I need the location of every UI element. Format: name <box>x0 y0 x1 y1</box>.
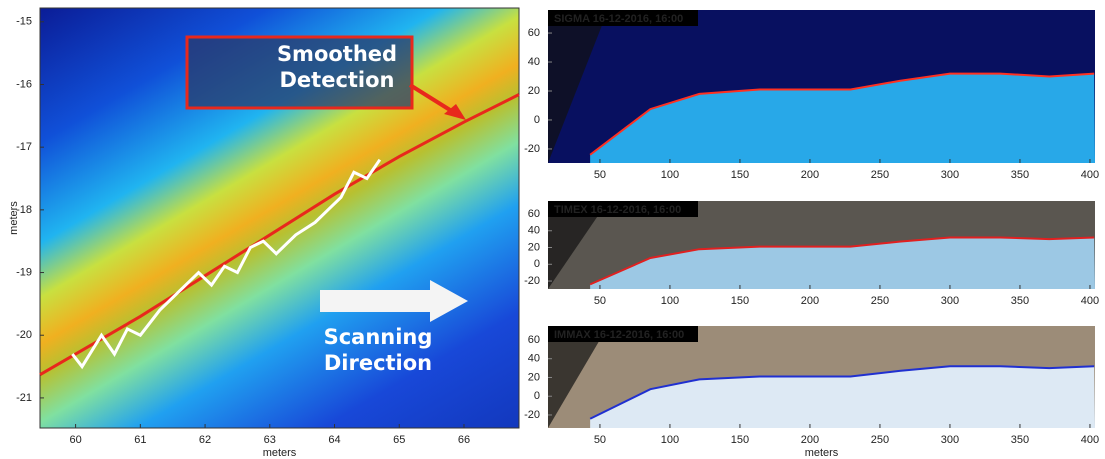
x-tick-label: 200 <box>801 169 819 181</box>
x-tick-label: 63 <box>264 434 276 446</box>
x-tick-label: 61 <box>134 434 146 446</box>
annotation: Smoothed Detection <box>276 42 398 92</box>
x-axis-label: meters <box>805 447 839 459</box>
x-tick-label: 66 <box>458 434 470 446</box>
y-tick-label: -17 <box>16 141 32 153</box>
y-tick-label: 20 <box>528 241 540 253</box>
x-tick-label: 250 <box>871 434 889 446</box>
series-line <box>39 93 520 377</box>
series-line <box>589 72 1095 156</box>
x-tick-label: 200 <box>801 295 819 307</box>
title-bg <box>548 326 698 342</box>
y-tick-label: 40 <box>528 225 540 237</box>
x-tick-label: 50 <box>594 295 606 307</box>
x-tick-label: 150 <box>731 295 749 307</box>
scan-arrow <box>320 280 468 322</box>
dark-corner <box>548 10 608 163</box>
x-tick-label: 150 <box>731 434 749 446</box>
dark-corner <box>548 326 608 428</box>
x-tick-label: 300 <box>941 169 959 181</box>
panel-title: SIGMA 16-12-2016, 16:00 <box>554 13 683 25</box>
y-tick-label: -15 <box>16 16 32 28</box>
series-line <box>589 236 1095 286</box>
y-tick-label: -18 <box>16 204 32 216</box>
y-tick-label: 0 <box>534 258 540 270</box>
panel-title: IMMAX 16-12-2016, 16:00 <box>554 329 684 341</box>
panel-title: TIMEX 16-12-2016, 16:00 <box>554 204 681 216</box>
x-tick-label: 64 <box>328 434 340 446</box>
y-tick-label: -20 <box>524 143 540 155</box>
arrow-head <box>444 104 466 120</box>
x-tick-label: 350 <box>1011 169 1029 181</box>
y-tick-label: -20 <box>16 329 32 341</box>
y-tick-label: 0 <box>534 390 540 402</box>
y-tick-label: 40 <box>528 56 540 68</box>
x-tick-label: 350 <box>1011 434 1029 446</box>
x-tick-label: 300 <box>941 295 959 307</box>
title-bg <box>548 10 698 26</box>
x-tick-label: 65 <box>393 434 405 446</box>
x-tick-label: 250 <box>871 169 889 181</box>
x-tick-label: 400 <box>1081 434 1099 446</box>
annotation: Scanning Direction <box>323 325 433 375</box>
x-tick-label: 250 <box>871 295 889 307</box>
annotation-box <box>185 35 414 110</box>
x-tick-label: 150 <box>731 169 749 181</box>
x-tick-label: 60 <box>69 434 81 446</box>
x-tick-label: 100 <box>661 434 679 446</box>
y-tick-label: 60 <box>528 208 540 220</box>
x-tick-label: 400 <box>1081 169 1099 181</box>
y-tick-label: 20 <box>528 371 540 383</box>
x-tick-label: 100 <box>661 295 679 307</box>
water-area <box>590 366 1095 428</box>
y-tick-label: 20 <box>528 85 540 97</box>
x-tick-label: 50 <box>594 169 606 181</box>
y-tick-label: -21 <box>16 392 32 404</box>
series-line <box>71 158 382 370</box>
y-tick-label: -20 <box>524 275 540 287</box>
x-tick-label: 300 <box>941 434 959 446</box>
x-tick-label: 62 <box>199 434 211 446</box>
y-tick-label: 60 <box>528 334 540 346</box>
x-tick-label: 100 <box>661 169 679 181</box>
y-axis-label: meters <box>8 201 20 235</box>
y-tick-label: 60 <box>528 27 540 39</box>
y-tick-label: -19 <box>16 266 32 278</box>
water-area <box>590 73 1095 163</box>
x-tick-label: 400 <box>1081 295 1099 307</box>
y-tick-label: 40 <box>528 353 540 365</box>
x-tick-label: 200 <box>801 434 819 446</box>
y-tick-label: -16 <box>16 78 32 90</box>
dark-corner <box>548 201 608 289</box>
x-tick-label: 350 <box>1011 295 1029 307</box>
water-area <box>590 237 1095 289</box>
x-axis-label: meters <box>263 447 297 459</box>
title-bg <box>548 201 698 217</box>
x-tick-label: 50 <box>594 434 606 446</box>
series-line <box>589 365 1095 420</box>
y-tick-label: -20 <box>524 409 540 421</box>
y-tick-label: 0 <box>534 114 540 126</box>
